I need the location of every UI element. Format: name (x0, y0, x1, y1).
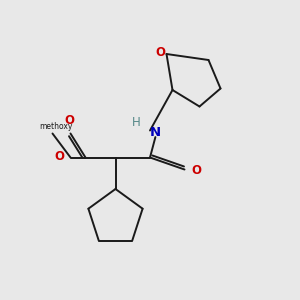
Text: O: O (191, 164, 201, 178)
Text: methyl: methyl (37, 124, 62, 130)
Text: methoxy: methoxy (39, 122, 72, 131)
Text: O: O (64, 114, 74, 127)
Text: H: H (132, 116, 141, 130)
Text: N: N (150, 126, 161, 140)
Text: O: O (155, 46, 165, 59)
Text: O: O (54, 150, 64, 163)
